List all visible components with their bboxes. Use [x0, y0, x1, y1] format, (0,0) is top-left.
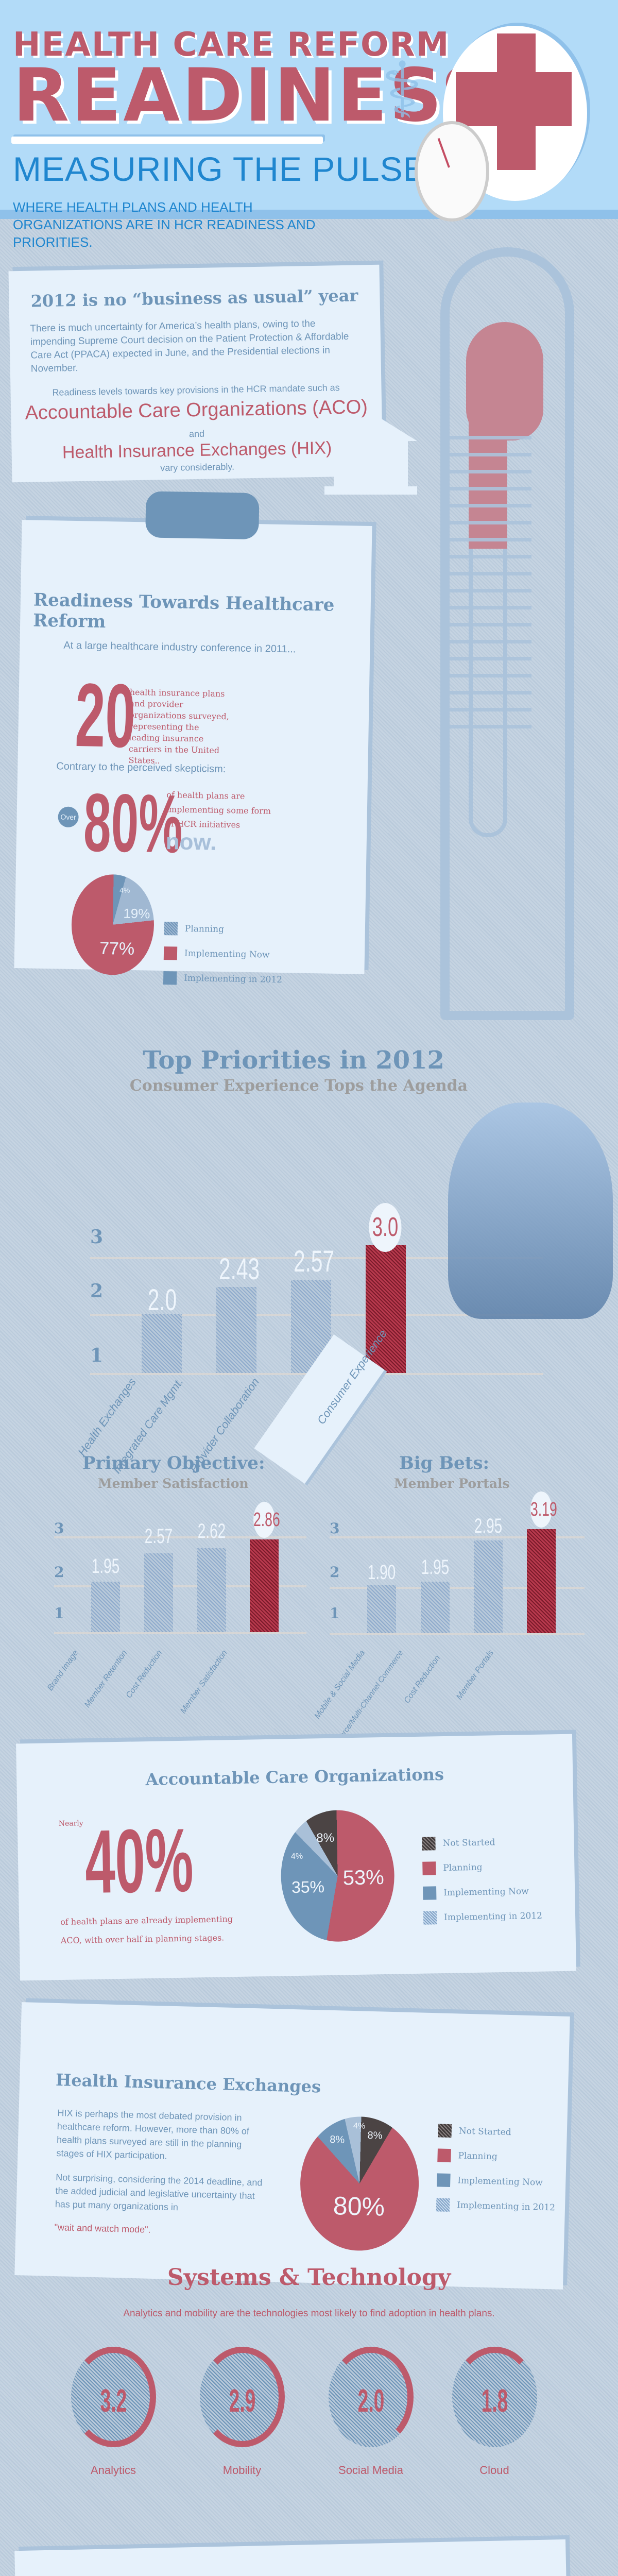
tech-title: Systems & Technology — [167, 2264, 451, 2291]
legend-item: Implementing Now — [163, 946, 283, 962]
priorities-subtitle: Consumer Experience Tops the Agenda — [129, 1077, 468, 1095]
now-text: now. — [165, 829, 217, 855]
subtitle: MEASURING THE PULSE — [13, 150, 426, 188]
aco-title: Accountable Care Organizations — [145, 1764, 444, 1790]
cloud-icon: 1.8 — [452, 2347, 537, 2447]
aco-legend: Not Started Planning Implementing Now Im… — [422, 1835, 542, 1936]
slice-label-planning: 19% — [123, 905, 150, 922]
pct-40: 40% — [84, 1810, 194, 1913]
primary-objective-subtitle: Member Satisfaction — [98, 1476, 249, 1491]
intro-title: 2012 is no “business as usual” year — [30, 285, 358, 311]
analytics-icon: 3.2 — [71, 2347, 156, 2447]
count-20: 20 — [74, 665, 136, 767]
tech-subtitle: Analytics and mobility are the technolog… — [123, 2308, 495, 2319]
legend-item: Implementing in 2012 — [423, 1909, 542, 1925]
legend-item: Implementing Now — [437, 2173, 556, 2190]
hix-card: Health Insurance Exchanges HIX is perhap… — [14, 2002, 570, 2290]
keys-card — [14, 2539, 573, 2576]
priorities-title: Top Priorities in 2012 — [143, 1046, 444, 1075]
legend-swatch — [163, 946, 178, 960]
contrary-text: Contrary to the perceived skepticism: — [56, 760, 226, 775]
thermometer-mercury-top — [466, 322, 543, 440]
conference-text: At a large healthcare industry conferenc… — [63, 639, 296, 655]
bar-integrated-care — [216, 1287, 256, 1373]
tech-mobility: 2.9 Mobility — [198, 2347, 286, 2477]
readiness-legend: Planning Implementing Now Implementing i… — [163, 922, 283, 998]
legend-item: Implementing Now — [423, 1885, 542, 1900]
title-line1: HEALTH CARE REFORM — [13, 26, 450, 64]
readiness-title: Readiness Towards Healthcare Reform — [32, 589, 335, 632]
clipboard-clip-icon — [145, 491, 260, 540]
primary-objective-chart: 3 2 1 1.95 2.57 2.62 2.86 — [54, 1502, 306, 1718]
title-line2: READINESS — [13, 53, 495, 138]
legend-item: Not Started — [438, 2124, 558, 2140]
mobility-icon: 2.9 — [199, 2347, 285, 2447]
hix-p1: HIX is perhaps the most debated provisio… — [56, 2108, 250, 2161]
bar-consumer-experience — [366, 1245, 406, 1373]
big-bets-title: Big Bets: — [399, 1453, 490, 1473]
hix-p2: Not surprising, considering the 2014 dea… — [55, 2172, 263, 2213]
primary-objective-title: Primary Objective: — [82, 1453, 265, 1473]
aco-card: Accountable Care Organizations Nearly 40… — [16, 1734, 576, 1981]
readiness-card: Readiness Towards Healthcare Reform At a… — [14, 491, 372, 985]
legend-swatch — [163, 971, 177, 985]
thermometer-ticks — [444, 422, 531, 732]
legend-item: Not Started — [422, 1835, 541, 1851]
family-illustration — [448, 1103, 613, 1319]
big-bets-chart: 3 2 1 1.90 1.95 2.95 3.19 — [330, 1492, 585, 1718]
hix-pie-chart: 8% 80% 8% 4% — [298, 2115, 421, 2252]
pulse-line-icon — [11, 137, 323, 144]
tech-cloud: 1.8 Cloud — [451, 2347, 538, 2477]
over-arrow-icon: Over — [58, 806, 79, 828]
legend-item: Implementing in 2012 — [436, 2198, 556, 2214]
clock-icon — [415, 121, 489, 222]
legend-item: Planning — [422, 1860, 541, 1875]
legend-swatch — [164, 922, 178, 936]
legend-item: Planning — [164, 922, 283, 937]
nearly-label: Nearly — [58, 1819, 83, 1828]
hix-title: Health Insurance Exchanges — [55, 2070, 321, 2097]
big-bets-subtitle: Member Portals — [394, 1476, 510, 1491]
aco-pie-chart: 8% 53% 35% 4% — [280, 1809, 396, 1943]
pct-text: of health plans are implementing some fo… — [166, 790, 271, 830]
thermometer-tube — [469, 549, 507, 837]
intro-body: There is much uncertainty for America’s … — [30, 318, 349, 375]
tagline: WHERE HEALTH PLANS AND HEALTH ORGANIZATI… — [13, 199, 316, 250]
tech-social-media: 2.0 Social Media — [327, 2347, 415, 2477]
readiness-pie-chart: 19% 77% 4% — [71, 873, 155, 976]
bar-health-exchanges — [142, 1314, 182, 1373]
intro-card: 2012 is no “business as usual” year Ther… — [8, 264, 383, 483]
intro-aco: Accountable Care Organizations (ACO) — [25, 396, 368, 424]
tech-analytics: 3.2 Analytics — [70, 2347, 157, 2477]
aco-text: of health plans are already implementing… — [60, 1914, 233, 1946]
caduceus-icon: ⚕ — [381, 47, 423, 133]
slice-label-2012: 4% — [119, 886, 130, 894]
legend-item: Implementing in 2012 — [163, 971, 282, 987]
phone-icon: 2.0 — [328, 2347, 414, 2447]
red-cross-icon-bar — [456, 72, 572, 126]
hix-legend: Not Started Planning Implementing Now Im… — [436, 2124, 557, 2226]
legend-item: Planning — [437, 2148, 557, 2165]
hix-quote: "wait and watch mode". — [54, 2222, 151, 2235]
slice-label-now: 77% — [99, 938, 135, 959]
count-text: health insurance plans and provider orga… — [128, 687, 229, 766]
